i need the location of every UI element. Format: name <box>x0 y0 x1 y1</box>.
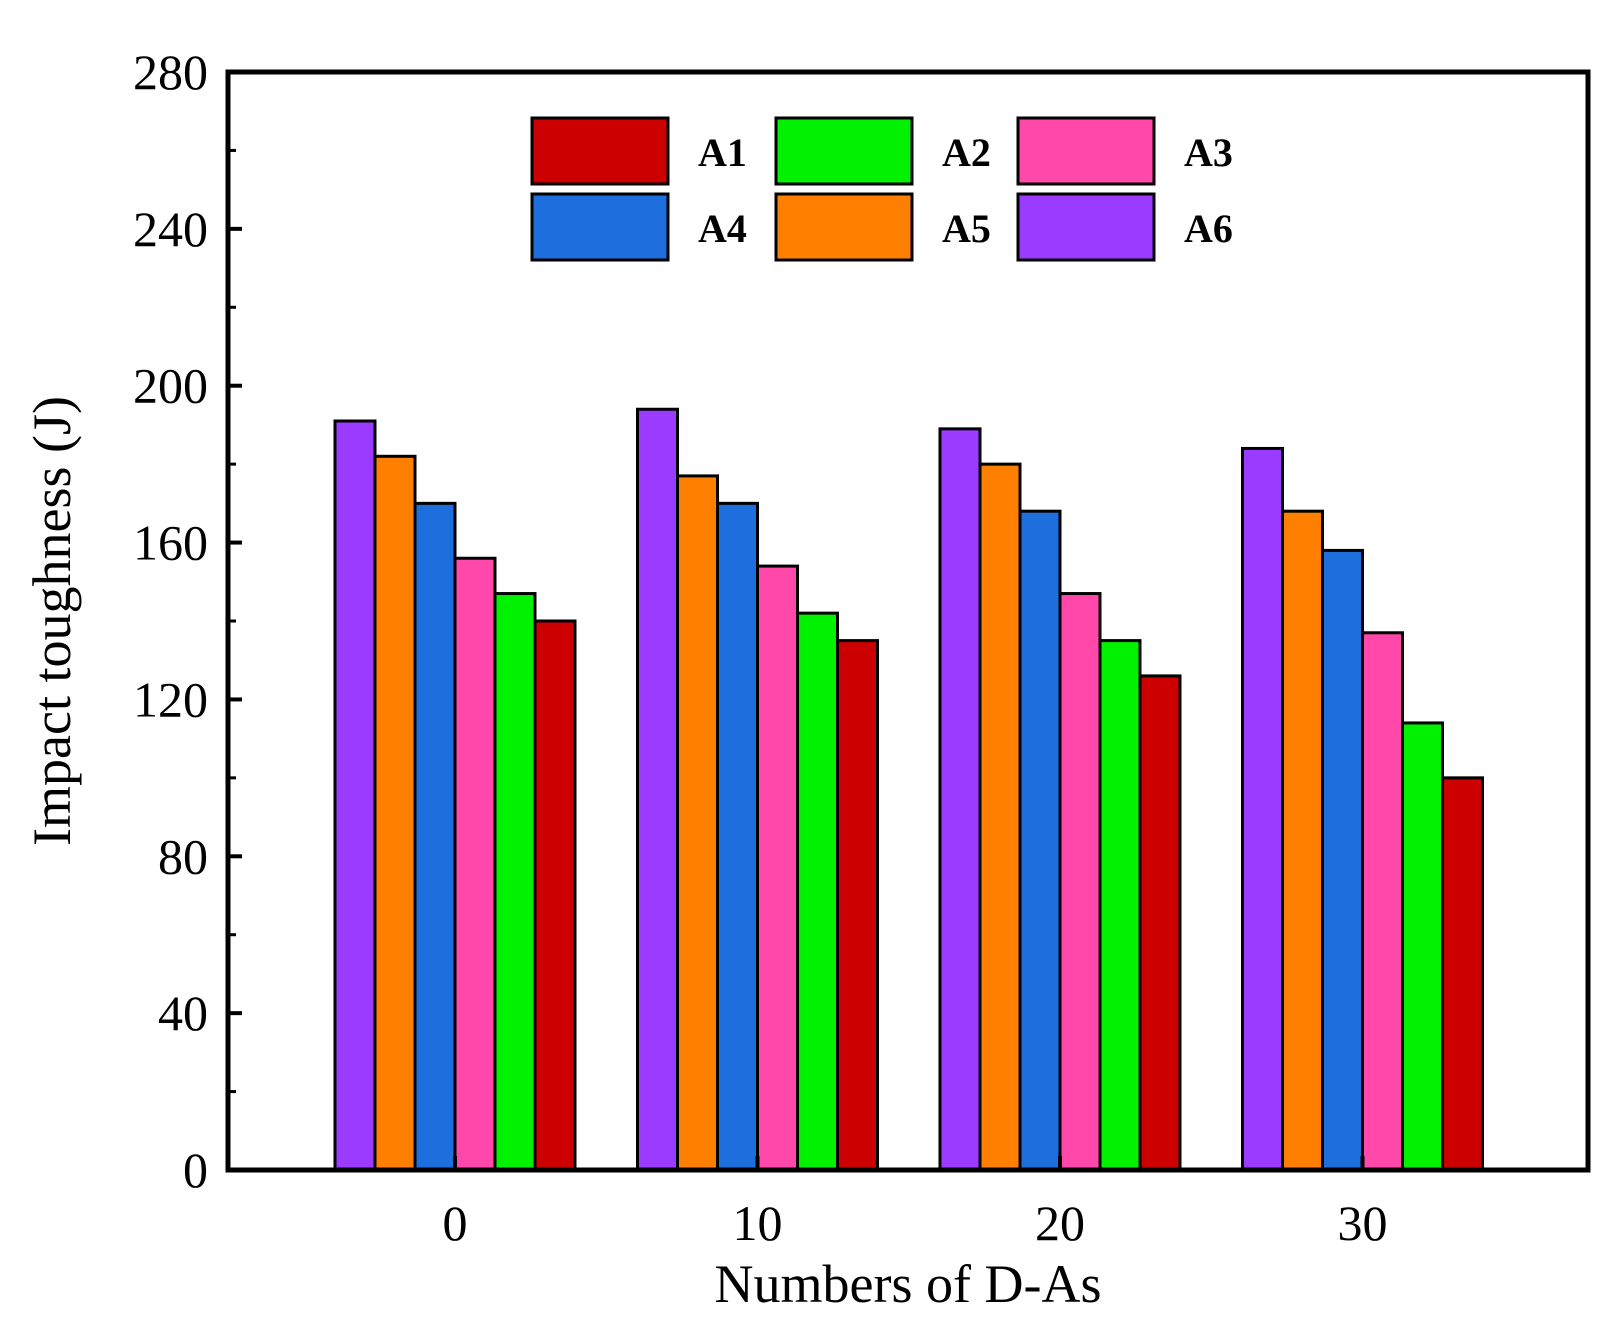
bar-A4-10 <box>716 501 759 1172</box>
bar-A6-10 <box>636 407 679 1172</box>
bar-A5-30 <box>1281 509 1324 1172</box>
bar-A6-20 <box>938 427 982 1172</box>
bar-A2-0 <box>493 592 537 1172</box>
y-tick-label: 0 <box>183 1142 208 1198</box>
bar-A2-20 <box>1098 639 1142 1172</box>
legend: A1 A2 A3 A4 A5 A6 <box>530 116 1233 262</box>
legend-swatch-A2 <box>774 116 914 186</box>
bar-A1-10 <box>836 639 879 1172</box>
bar-A2-10 <box>796 611 839 1172</box>
x-tick-label: 0 <box>443 1195 468 1251</box>
y-tick-label: 40 <box>158 985 208 1041</box>
y-tick-label: 280 <box>133 44 208 100</box>
y-axis: 0 40 80 120 160 200 240 280 <box>133 44 242 1198</box>
bar-A1-20 <box>1138 674 1182 1172</box>
y-tick-label: 160 <box>133 515 208 571</box>
bar-A4-30 <box>1321 548 1364 1172</box>
legend-swatch-A4 <box>530 192 670 262</box>
legend-label-A5: A5 <box>942 206 991 251</box>
legend-label-A2: A2 <box>942 130 991 175</box>
x-tick-label: 10 <box>733 1195 783 1251</box>
bar-A3-10 <box>756 564 799 1172</box>
legend-swatch-A1 <box>530 116 670 186</box>
legend-label-A3: A3 <box>1184 130 1233 175</box>
x-tick-label: 20 <box>1035 1195 1085 1251</box>
bar-A3-0 <box>453 556 497 1172</box>
y-axis-title: Impact toughness (J) <box>22 396 82 846</box>
legend-swatch-A3 <box>1016 116 1156 186</box>
bar-A4-20 <box>1018 509 1062 1172</box>
bar-A4-0 <box>413 501 457 1172</box>
x-axis-title: Numbers of D-As <box>715 1254 1102 1314</box>
bar-A6-0 <box>333 419 377 1172</box>
bar-A3-30 <box>1361 631 1404 1172</box>
y-tick-label: 120 <box>133 671 208 727</box>
legend-label-A6: A6 <box>1184 206 1233 251</box>
bar-A3-20 <box>1058 592 1102 1172</box>
bar-A5-10 <box>676 474 719 1172</box>
legend-label-A1: A1 <box>698 130 747 175</box>
bar-A5-0 <box>373 454 417 1172</box>
bar-A5-20 <box>978 462 1022 1172</box>
legend-label-A4: A4 <box>698 206 747 251</box>
y-tick-label: 80 <box>158 828 208 884</box>
y-tick-label: 200 <box>133 358 208 414</box>
bar-A6-30 <box>1241 446 1284 1172</box>
legend-swatch-A6 <box>1016 192 1156 262</box>
x-tick-label: 30 <box>1338 1195 1388 1251</box>
bar-A1-0 <box>533 619 577 1172</box>
x-axis: 0 10 20 30 <box>443 1156 1388 1251</box>
legend-swatch-A5 <box>774 192 914 262</box>
bar-A2-30 <box>1401 721 1444 1172</box>
y-tick-label: 240 <box>133 201 208 257</box>
bar-A1-30 <box>1441 776 1484 1172</box>
bars-group <box>333 407 1484 1172</box>
